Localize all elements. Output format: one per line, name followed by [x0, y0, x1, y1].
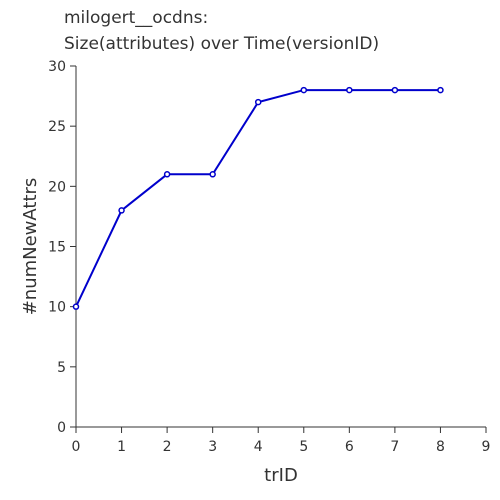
y-tick-label: 30: [48, 59, 66, 75]
x-tick-label: 8: [436, 439, 445, 455]
chart-title-line-2: Size(attributes) over Time(versionID): [64, 34, 380, 54]
y-tick-label: 25: [48, 119, 66, 135]
x-tick-label: 7: [390, 439, 399, 455]
series-layer: [72, 86, 444, 310]
y-axis-title: #numNewAttrs: [20, 178, 41, 316]
data-point: [209, 171, 216, 178]
x-tick-label: 9: [482, 439, 491, 455]
chart-title-line-1: milogert__ocdns:: [64, 8, 209, 28]
data-point: [72, 303, 80, 310]
data-point: [437, 86, 444, 94]
y-tick-label: 0: [57, 420, 66, 436]
data-point: [391, 86, 399, 94]
x-tick-label: 4: [254, 439, 263, 455]
data-point: [163, 171, 171, 178]
y-tick-label: 10: [48, 300, 66, 316]
x-tick-label: 1: [117, 439, 126, 455]
x-tick-label: 0: [72, 439, 81, 455]
x-tick-label: 5: [299, 439, 308, 455]
data-point: [346, 86, 353, 94]
y-tick-label: 15: [48, 240, 66, 256]
series-line: [75, 89, 441, 308]
x-axis-title: trID: [264, 465, 298, 486]
x-tick-label: 2: [163, 439, 172, 455]
y-tick-label: 20: [48, 179, 66, 195]
x-tick-label: 6: [345, 439, 354, 455]
y-tick-label: 5: [57, 360, 66, 376]
data-point: [300, 86, 308, 94]
data-point: [254, 98, 262, 106]
x-tick-label: 3: [208, 439, 217, 455]
ticks: 0 1 2 3 4 5 6 7 8 9 0 5 10 15 20 25 30: [48, 59, 490, 455]
data-point: [118, 207, 125, 214]
axes: [75, 66, 486, 428]
